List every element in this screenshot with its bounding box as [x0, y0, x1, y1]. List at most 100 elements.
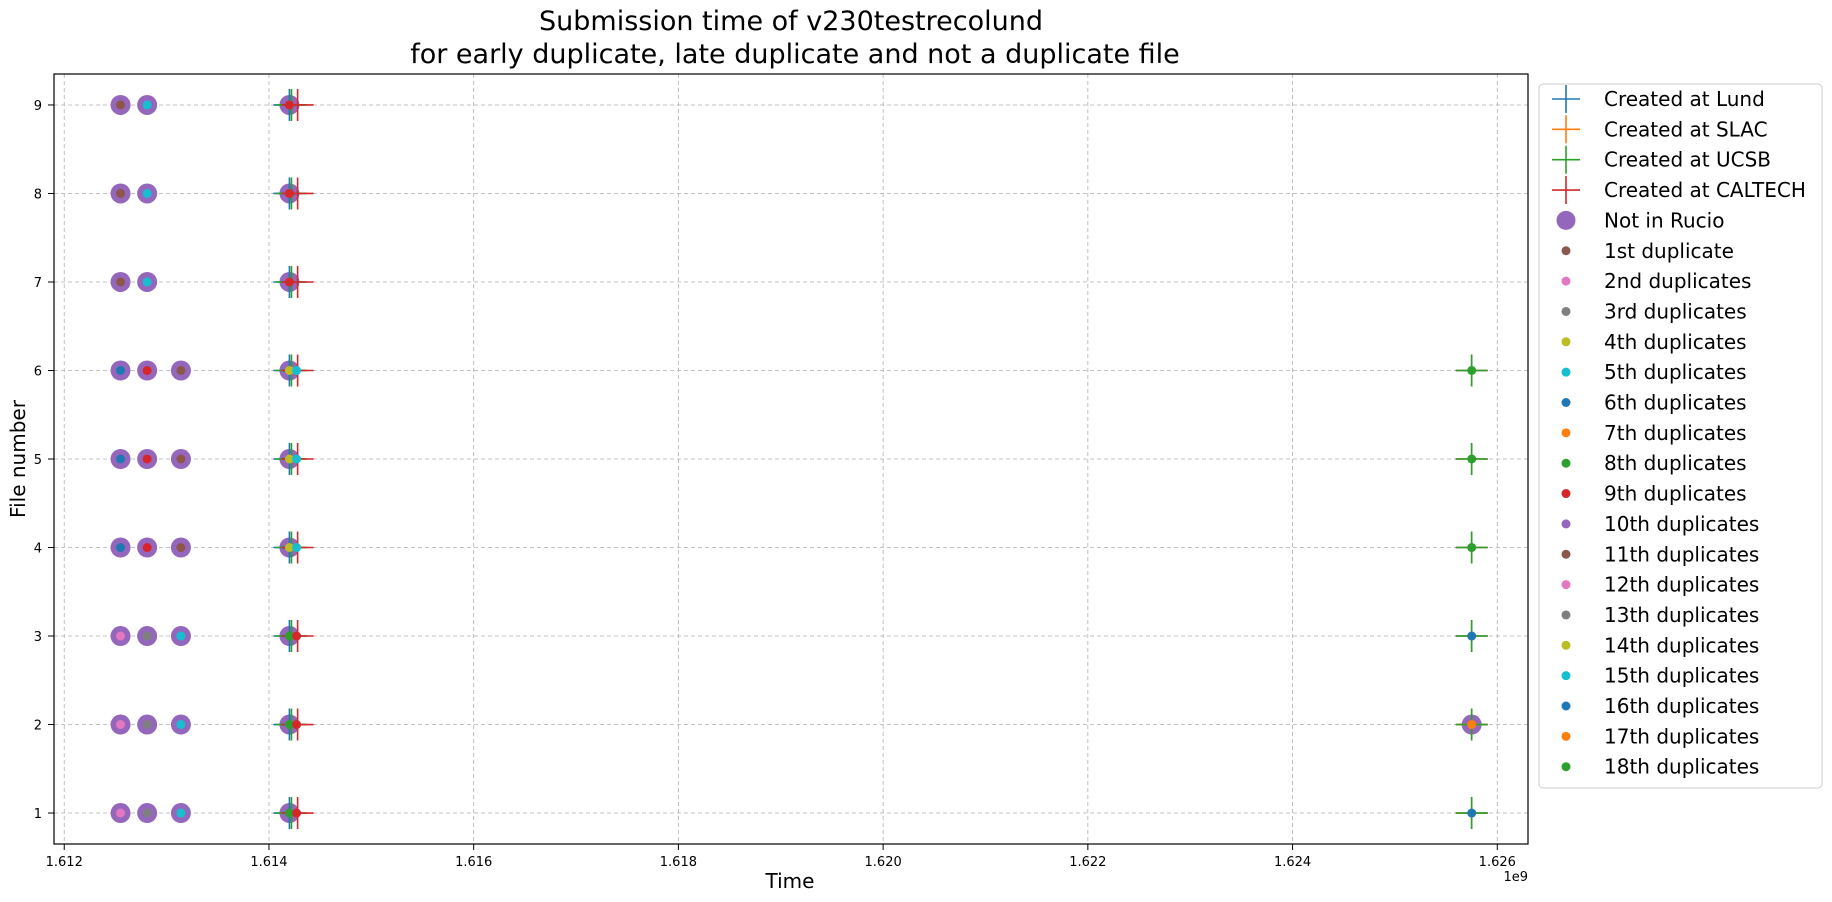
duplicate-dot-marker	[142, 808, 152, 818]
x-tick-label: 1.622	[1069, 855, 1106, 870]
x-tick-label: 1.616	[455, 855, 492, 870]
duplicate-dot-marker	[176, 808, 186, 818]
duplicate-dot-marker	[176, 543, 186, 553]
legend-label: 16th duplicates	[1604, 694, 1759, 718]
duplicate-dot-marker	[116, 808, 126, 818]
duplicate-dot-marker	[1467, 631, 1477, 641]
x-tick-label: 1.612	[46, 855, 83, 870]
series-5th-duplicates	[142, 100, 302, 818]
x-axis-label: Time	[765, 869, 815, 893]
duplicate-dot-marker	[116, 100, 126, 110]
duplicate-dot-marker	[116, 631, 126, 641]
duplicate-dot-marker	[284, 543, 294, 553]
duplicate-dot-marker	[142, 720, 152, 730]
legend-dot	[1561, 610, 1571, 620]
legend-label: 1st duplicate	[1604, 239, 1734, 263]
duplicate-dot-marker	[1467, 720, 1477, 730]
duplicate-dot-marker	[142, 100, 152, 110]
duplicate-dot-marker	[142, 188, 152, 198]
legend-label: 5th duplicates	[1604, 360, 1747, 384]
legend-item-15th-duplicates: 15th duplicates	[1561, 664, 1759, 688]
legend-item-2nd-duplicates: 2nd duplicates	[1561, 269, 1751, 293]
duplicate-dot-marker	[142, 454, 152, 464]
duplicate-dot-marker	[116, 454, 126, 464]
legend-dot	[1561, 731, 1571, 741]
duplicate-dot-marker	[116, 277, 126, 287]
legend-box	[1538, 83, 1823, 789]
legend: Created at Lund Created at SLAC Created at…	[1538, 83, 1823, 789]
duplicate-dot-marker	[292, 808, 302, 818]
legend-label: Created at SLAC	[1604, 117, 1768, 141]
series-4th-duplicates	[284, 365, 294, 553]
x-axis-offset-label: 1e9	[1503, 870, 1528, 885]
series-6th-duplicates	[116, 365, 1477, 818]
legend-label: 9th duplicates	[1604, 482, 1747, 506]
duplicate-dot-marker	[292, 454, 302, 464]
duplicate-dot-marker	[142, 631, 152, 641]
duplicate-dot-marker	[284, 720, 294, 730]
legend-dot	[1561, 671, 1571, 681]
y-tick-label: 5	[34, 453, 42, 468]
y-tick-label: 1	[34, 807, 42, 822]
duplicate-dot-marker	[284, 808, 294, 818]
legend-big-circle	[1556, 210, 1576, 230]
duplicate-dot-marker	[116, 543, 126, 553]
series-9th-duplicates	[142, 100, 302, 818]
legend-item-created-at-caltech: Created at CALTECH	[1552, 176, 1806, 205]
legend-item-1st-duplicate: 1st duplicate	[1561, 239, 1734, 263]
duplicate-dot-marker	[292, 365, 302, 375]
legend-label: 2nd duplicates	[1604, 269, 1751, 293]
duplicate-dot-marker	[116, 720, 126, 730]
legend-item-11th-duplicates: 11th duplicates	[1561, 542, 1759, 566]
legend-dot	[1561, 580, 1571, 590]
legend-label: Created at CALTECH	[1604, 178, 1806, 202]
duplicate-dot-marker	[292, 631, 302, 641]
legend-item-6th-duplicates: 6th duplicates	[1561, 391, 1747, 415]
legend-item-created-at-ucsb: Created at UCSB	[1552, 145, 1771, 174]
series-8th-duplicates	[284, 365, 1477, 818]
legend-label: 18th duplicates	[1604, 755, 1759, 779]
y-tick-label: 6	[34, 364, 42, 379]
legend-item-13th-duplicates: 13th duplicates	[1561, 603, 1759, 627]
y-tick-label: 9	[34, 99, 42, 114]
plot-frame	[53, 73, 1529, 845]
duplicate-dot-marker	[142, 277, 152, 287]
legend-item-9th-duplicates: 9th duplicates	[1561, 482, 1747, 506]
legend-dot	[1561, 398, 1571, 407]
series-3rd-duplicates	[142, 631, 152, 818]
legend-label: 17th duplicates	[1604, 724, 1759, 748]
legend-item-not-in-rucio: Not in Rucio	[1556, 208, 1724, 232]
legend-item-18th-duplicates: 18th duplicates	[1561, 755, 1759, 779]
legend-dot	[1561, 246, 1571, 256]
legend-label: 4th duplicates	[1604, 330, 1747, 354]
legend-dot	[1561, 306, 1571, 316]
legend-dot	[1561, 640, 1571, 650]
legend-label: Not in Rucio	[1604, 208, 1724, 232]
legend-dot	[1561, 428, 1571, 438]
legend-dot	[1561, 367, 1571, 377]
legend-label: Created at UCSB	[1604, 148, 1771, 172]
legend-dot	[1561, 458, 1571, 468]
legend-label: 3rd duplicates	[1604, 299, 1747, 323]
legend-label: 13th duplicates	[1604, 603, 1759, 627]
duplicate-dot-marker	[142, 365, 152, 375]
duplicate-dot-marker	[1467, 808, 1477, 818]
legend-item-16th-duplicates: 16th duplicates	[1561, 694, 1759, 718]
duplicate-dot-marker	[284, 365, 294, 375]
legend-dot	[1561, 519, 1571, 529]
legend-label: 10th duplicates	[1604, 512, 1759, 536]
duplicate-dot-marker	[1467, 365, 1477, 375]
legend-item-10th-duplicates: 10th duplicates	[1561, 512, 1759, 536]
legend-label: 11th duplicates	[1604, 542, 1759, 566]
duplicate-dot-marker	[142, 543, 152, 553]
series-not-in-rucio	[110, 94, 1482, 824]
y-tick-label: 7	[34, 276, 42, 291]
duplicate-dot-marker	[284, 188, 294, 198]
y-tick-label: 2	[34, 719, 42, 734]
legend-item-12th-duplicates: 12th duplicates	[1561, 573, 1759, 597]
legend-item-created-at-lund: Created at Lund	[1552, 85, 1765, 113]
legend-item-17th-duplicates: 17th duplicates	[1561, 724, 1759, 748]
legend-dot	[1561, 337, 1571, 347]
duplicate-dot-marker	[116, 365, 126, 375]
